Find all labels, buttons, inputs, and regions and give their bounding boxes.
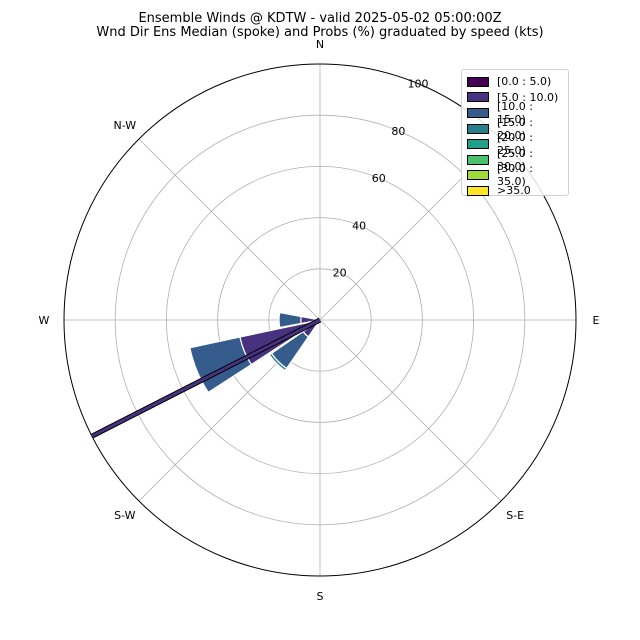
radial-tick-label: 100 <box>407 77 428 90</box>
radial-gridcircle <box>217 217 423 423</box>
legend-swatch <box>467 154 489 165</box>
legend-swatch <box>467 170 489 181</box>
chart-title: Ensemble Winds @ KDTW - valid 2025-05-02… <box>138 11 502 26</box>
radial-tick-label: 60 <box>372 172 386 185</box>
legend-entry: [10.0 : 15.0) <box>467 100 563 126</box>
legend-label: [25.0 : 30.0) <box>497 146 533 173</box>
wind-bar-segment <box>268 352 288 372</box>
legend-entry: [5.0 : 10.0) <box>467 90 563 106</box>
legend-entry: [15.0 : 20.0) <box>467 116 563 142</box>
radial-gridline <box>319 319 502 502</box>
direction-label: E <box>593 314 600 327</box>
legend-entry: [0.0 : 5.0) <box>467 74 563 90</box>
legend-entry: >35.0 <box>467 183 563 199</box>
legend-label: [15.0 : 20.0) <box>497 115 533 142</box>
legend-entry: [30.0 : 35.0) <box>467 162 563 188</box>
legend-label: [20.0 : 25.0) <box>497 131 533 158</box>
direction-label: S-W <box>114 509 136 522</box>
legend-entry: [20.0 : 25.0) <box>467 131 563 157</box>
direction-label: S <box>317 590 324 603</box>
legend-label: >35.0 <box>497 184 531 198</box>
radial-gridcircle <box>165 165 475 475</box>
legend-swatch <box>467 92 489 103</box>
axis-labels: N N-W W S-W S S-E E 20 40 60 80 100 <box>39 38 600 603</box>
radial-gridline <box>138 138 321 321</box>
legend-swatch <box>467 76 489 87</box>
direction-label: S-E <box>506 509 524 522</box>
legend-swatch <box>467 139 489 150</box>
polar-frame <box>63 63 577 577</box>
direction-label: N-W <box>114 119 137 132</box>
legend-label: [0.0 : 5.0) <box>497 75 552 89</box>
radial-tick-label: 20 <box>333 267 347 280</box>
legend-label: [10.0 : 15.0) <box>497 99 533 126</box>
radial-gridcircle <box>268 268 372 372</box>
radial-tick-label: 80 <box>391 125 405 138</box>
legend-swatch <box>467 107 489 118</box>
chart-subtitle: Wnd Dir Ens Median (spoke) and Probs (%)… <box>96 25 544 40</box>
speed-legend: [0.0 : 5.0) [5.0 : 10.0) [10.0 : 15.0) [15.… <box>461 69 569 199</box>
median-spoke-layer <box>90 317 322 439</box>
wind-bar-segment <box>278 311 302 329</box>
legend-entry: [25.0 : 30.0) <box>467 147 563 173</box>
median-spoke <box>91 318 321 438</box>
direction-label: W <box>39 314 50 327</box>
legend-label: [5.0 : 10.0) <box>497 90 559 104</box>
radial-tick-label: 40 <box>352 219 366 232</box>
radial-gridcircle <box>114 114 526 526</box>
legend-swatch <box>467 185 489 196</box>
direction-label: N <box>316 38 324 51</box>
legend-swatch <box>467 123 489 134</box>
legend-label: [30.0 : 35.0) <box>497 162 533 189</box>
